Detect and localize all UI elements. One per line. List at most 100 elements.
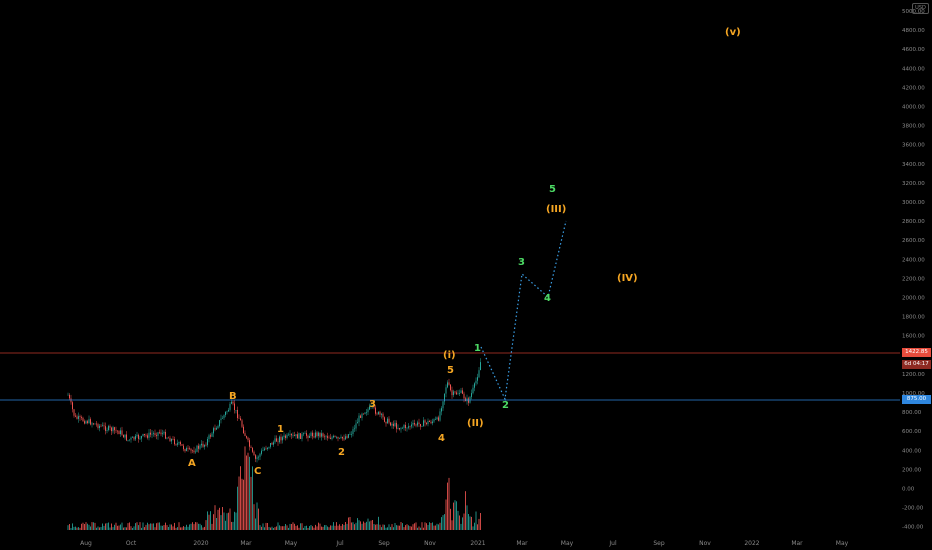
price-tick-label: 2600.00: [902, 238, 925, 244]
price-axis-ticks: 5000.00 4800.00 4600.00 4400.00 4200.00 4000.…: [902, 9, 925, 531]
candle-body: [447, 382, 448, 388]
candle-body: [97, 424, 99, 428]
candle-body: [424, 420, 426, 423]
candle-body: [423, 420, 424, 427]
currency-badge[interactable]: USD: [912, 3, 929, 14]
candle-body: [472, 387, 474, 394]
volume-bar: [121, 522, 123, 530]
volume-bar: [270, 527, 271, 530]
volume-bar: [435, 525, 436, 530]
candle-body: [462, 390, 463, 394]
volume-bar: [178, 522, 180, 530]
volume-bar: [220, 515, 222, 530]
volume-bar: [436, 523, 438, 530]
wave-label-v: (v): [725, 27, 741, 38]
candle-body: [414, 423, 415, 425]
candle-body: [315, 432, 316, 438]
volume-bar: [252, 466, 253, 530]
candle-body: [415, 424, 417, 426]
price-tick-label: 1000.00: [902, 391, 925, 397]
volume-bar: [445, 499, 447, 530]
price-tick-label: 0.00: [902, 487, 915, 493]
candle-body: [193, 450, 195, 453]
volume-bar: [132, 528, 133, 530]
volume-bar: [189, 524, 190, 530]
volume-bar: [222, 507, 223, 530]
candle-body: [276, 438, 277, 442]
candle-body: [457, 393, 459, 395]
candle-body: [205, 444, 207, 446]
volume-bar: [313, 527, 315, 530]
volume-bar: [328, 527, 330, 530]
candle-body: [91, 423, 93, 425]
volume-bar: [114, 524, 115, 530]
volume-bar: [280, 526, 282, 530]
volume-bar: [339, 524, 340, 530]
volume-bar: [250, 476, 252, 530]
candle-body: [393, 423, 394, 427]
candle-body: [474, 383, 475, 388]
volume-bar: [210, 511, 211, 530]
volume-bar: [454, 500, 456, 530]
time-tick-label: 2020: [193, 540, 208, 547]
price-axis[interactable]: 5000.00 4800.00 4600.00 4400.00 4200.00 4000.…: [900, 0, 932, 535]
volume-bar: [255, 518, 256, 530]
candle-body: [279, 436, 280, 443]
candle-body: [397, 428, 399, 429]
volume-bar: [301, 523, 303, 530]
candle-body: [99, 425, 100, 428]
volume-bar: [258, 508, 259, 530]
candle-body: [324, 436, 325, 438]
wave-projection-path[interactable]: [480, 220, 567, 402]
candle-body: [345, 436, 346, 440]
candle-body: [429, 421, 430, 422]
candle-body: [123, 435, 124, 438]
candle-body: [286, 434, 288, 438]
time-tick-label: Mar: [791, 540, 803, 547]
wave-label-green-1: 1: [474, 343, 481, 354]
candle-body: [319, 432, 321, 437]
volume-bar: [246, 455, 247, 530]
volume-bar: [196, 522, 198, 530]
candle-body: [295, 434, 297, 436]
candle-body: [280, 436, 282, 441]
volume-bar: [393, 527, 394, 530]
candle-body: [243, 426, 244, 434]
candle-body: [420, 424, 421, 427]
volume-bars: [67, 446, 481, 530]
price-tick-label: 3400.00: [902, 162, 925, 168]
volume-bar: [198, 523, 199, 530]
volume-bar: [175, 527, 177, 530]
volume-bar: [85, 522, 87, 530]
candle-body: [261, 450, 262, 454]
volume-bar: [403, 527, 405, 530]
candle-body: [385, 421, 387, 424]
candle-body: [453, 391, 454, 396]
volume-bar: [166, 525, 168, 530]
candle-body: [310, 432, 312, 437]
candle-body: [72, 402, 73, 410]
price-tick-label: 3000.00: [902, 200, 925, 206]
candle-body: [214, 428, 216, 430]
candle-body: [321, 433, 322, 437]
candle-body: [283, 435, 285, 438]
time-axis[interactable]: Aug Oct 2020 Mar May Jul Sep Nov 2021 Mar May Jul Se…: [0, 535, 900, 550]
candle-body: [421, 426, 423, 427]
volume-bar: [382, 524, 384, 530]
volume-bar: [354, 524, 355, 530]
candle-body: [127, 440, 129, 441]
candle-body: [189, 448, 190, 449]
volume-bar: [204, 526, 205, 530]
candle-body: [69, 394, 70, 399]
candle-body: [178, 442, 180, 444]
price-chart[interactable]: A B C 1 2 3 4 5 (i) (II) (III) (IV) (v) …: [0, 0, 900, 535]
candle-body: [444, 393, 445, 402]
volume-bar: [439, 522, 441, 530]
candle-body: [358, 415, 360, 423]
volume-bar: [285, 524, 286, 530]
candle-body: [240, 418, 241, 421]
price-tick-label: 2800.00: [902, 219, 925, 225]
candle-body: [136, 434, 138, 436]
candle-body: [198, 445, 199, 449]
